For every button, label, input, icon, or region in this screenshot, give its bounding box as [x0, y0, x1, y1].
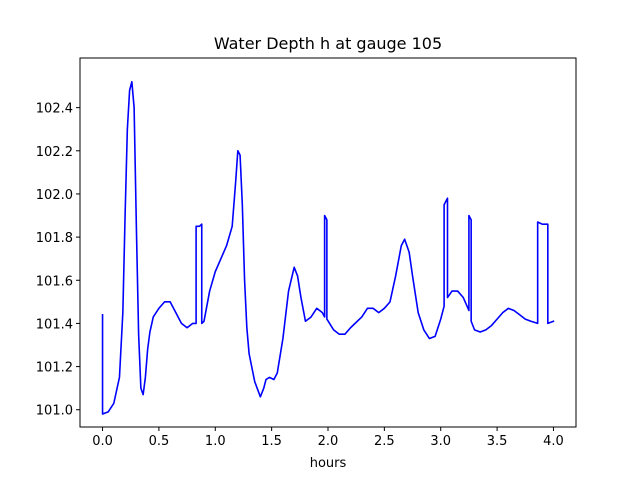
x-tick-label: 1.5 — [261, 434, 282, 449]
x-tick-label: 3.5 — [487, 434, 508, 449]
x-tick-label: 0.0 — [92, 434, 113, 449]
y-tick-label: 101.2 — [36, 361, 73, 376]
y-tick-label: 102.4 — [36, 102, 73, 117]
y-tick-label: 101.6 — [36, 274, 73, 289]
x-tick-label: 3.0 — [430, 434, 451, 449]
x-tick-label: 2.5 — [374, 434, 395, 449]
x-axis-label: hours — [310, 456, 347, 471]
x-tick-label: 2.0 — [318, 434, 339, 449]
y-tick-label: 101.4 — [36, 317, 73, 332]
y-tick-label: 102.2 — [36, 145, 73, 160]
series-line-0 — [101, 80, 555, 415]
x-tick-label: 0.5 — [149, 434, 170, 449]
y-tick-label: 101.8 — [36, 231, 73, 246]
plot-area: 0.0 0.5 1.0 1.5 2.0 2.5 3.0 3.5 4.0 101.0 101.2 101… — [36, 57, 577, 449]
chart-title: Water Depth h at gauge 105 — [214, 34, 442, 53]
x-tick-label: 1.0 — [205, 434, 226, 449]
x-tick-label: 4.0 — [543, 434, 564, 449]
y-tick-label: 101.0 — [36, 404, 73, 419]
y-tick-label: 102.0 — [36, 188, 73, 203]
